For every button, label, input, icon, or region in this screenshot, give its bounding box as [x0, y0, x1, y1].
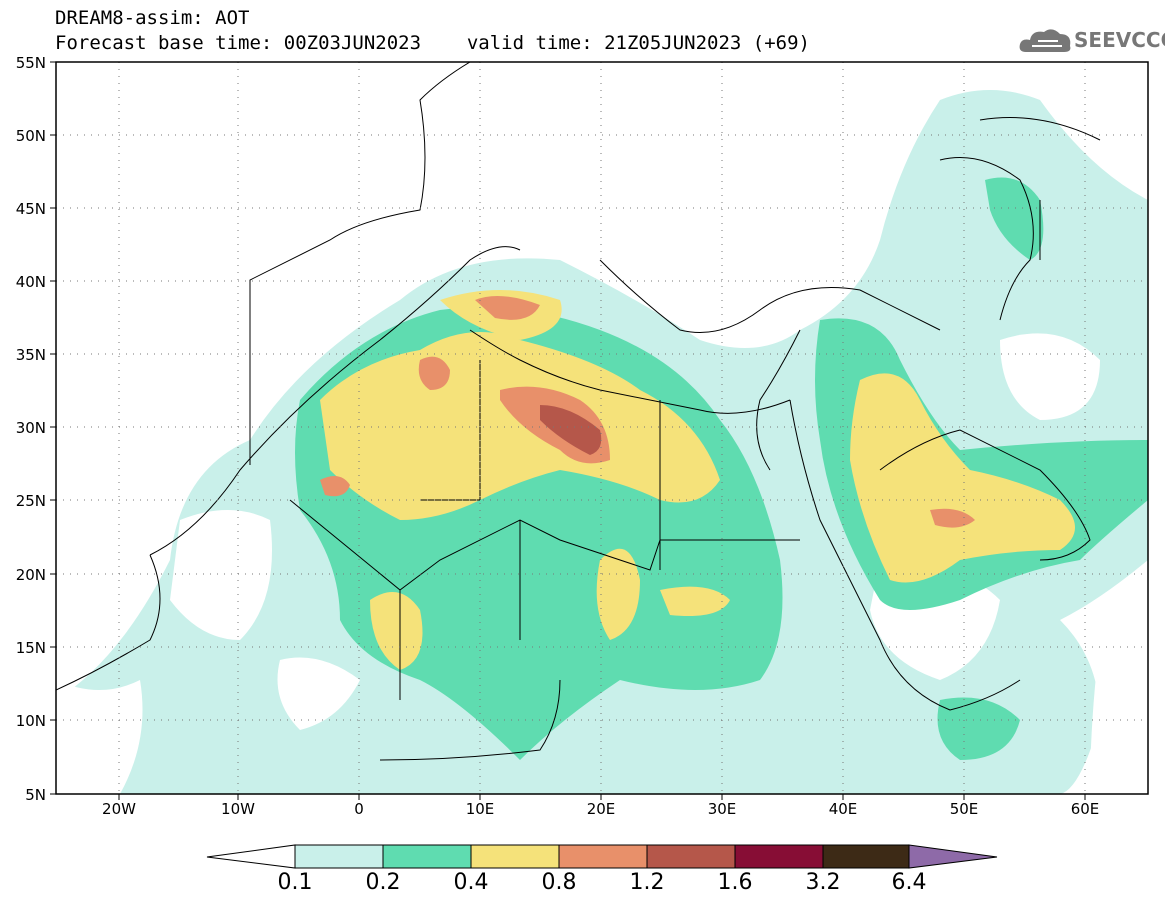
colorbar-label: 0.8	[541, 870, 577, 895]
colorbar-label: 1.2	[629, 870, 665, 895]
lon-label: 60E	[1070, 800, 1100, 818]
colorbar-swatch	[382, 844, 472, 869]
colorbar-swatch	[646, 844, 736, 869]
aot-field	[56, 90, 1148, 794]
base-time: Forecast base time: 00Z03JUN2023	[55, 32, 422, 54]
lat-label: 30N	[15, 419, 46, 437]
colorbar-label: 0.2	[365, 870, 401, 895]
valid-time: valid time: 21Z05JUN2023 (+69)	[466, 32, 810, 54]
lat-label: 10N	[15, 712, 46, 730]
lon-label: 10E	[465, 800, 495, 818]
colorbar-over-arrow	[908, 844, 998, 869]
cloud-icon	[1019, 29, 1071, 52]
lat-label: 55N	[15, 54, 46, 72]
lon-label: 20E	[586, 800, 616, 818]
lat-label: 15N	[15, 639, 46, 657]
colorbar-swatch	[822, 844, 910, 869]
map-frame	[55, 61, 1149, 795]
forecast-time-line: Forecast base time: 00Z03JUN2023 valid t…	[55, 33, 810, 53]
lon-label: 50E	[949, 800, 979, 818]
colorbar-under-arrow	[206, 844, 296, 869]
colorbar-swatch	[470, 844, 560, 869]
colorbar-swatch	[734, 844, 824, 869]
lat-label: 45N	[15, 200, 46, 218]
colorbar-swatch	[558, 844, 648, 869]
lon-label: 20W	[102, 800, 136, 818]
graticule	[56, 62, 1148, 794]
lat-label: 5N	[25, 786, 46, 804]
lat-label: 20N	[15, 566, 46, 584]
lon-label: 10W	[221, 800, 255, 818]
logo-text: SEEVCCC	[1074, 28, 1165, 52]
lon-label: 40E	[828, 800, 858, 818]
colorbar-label: 6.4	[891, 870, 927, 895]
lat-label: 25N	[15, 492, 46, 510]
colorbar-label: 3.2	[805, 870, 841, 895]
tick-marks	[50, 61, 1086, 800]
lon-label: 30E	[707, 800, 737, 818]
map-title: DREAM8-assim: AOT	[55, 7, 250, 29]
colorbar-swatch	[294, 844, 384, 869]
lon-label: 0	[354, 800, 364, 818]
lat-label: 50N	[15, 127, 46, 145]
colorbar-label: 0.4	[453, 870, 489, 895]
lat-label: 40N	[15, 273, 46, 291]
colorbar-label: 1.6	[717, 870, 753, 895]
lat-label: 35N	[15, 346, 46, 364]
colorbar-label: 0.1	[277, 870, 313, 895]
